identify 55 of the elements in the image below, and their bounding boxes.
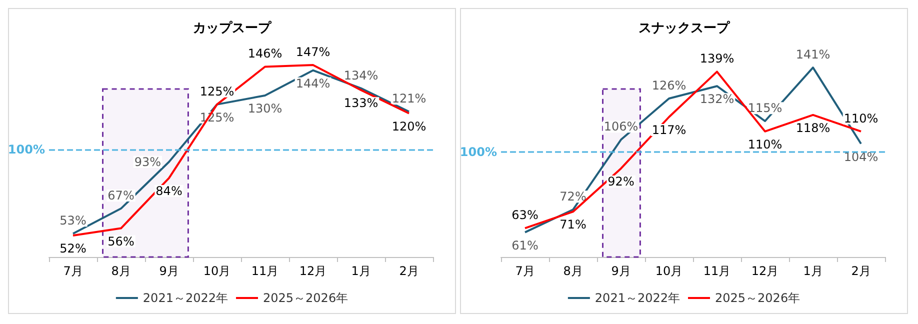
x-tick-label: 7月 bbox=[515, 264, 535, 278]
legend-label: 2021～2022年 bbox=[142, 291, 228, 305]
data-label: 92% bbox=[608, 174, 634, 188]
data-label: 93% bbox=[134, 154, 161, 169]
data-label: 71% bbox=[560, 218, 586, 232]
x-tick-label: 8月 bbox=[111, 264, 131, 278]
data-label: 106% bbox=[604, 120, 638, 134]
data-label: 110% bbox=[844, 111, 878, 126]
data-label: 53% bbox=[60, 214, 86, 228]
data-label: 147% bbox=[296, 44, 330, 59]
ref-line-label: 100% bbox=[460, 145, 497, 159]
data-label: 104% bbox=[844, 150, 878, 164]
data-label: 130% bbox=[248, 101, 282, 116]
x-tick-label: 12月 bbox=[751, 264, 779, 278]
data-label: 72% bbox=[560, 190, 586, 204]
x-tick-label: 12月 bbox=[299, 264, 327, 278]
data-label: 133% bbox=[344, 96, 378, 110]
x-tick-label: 10月 bbox=[203, 264, 231, 278]
x-tick-label: 11月 bbox=[703, 264, 731, 278]
chart-title: カップスープ bbox=[193, 20, 272, 36]
x-tick-label: 1月 bbox=[803, 264, 823, 278]
x-tick-label: 9月 bbox=[159, 264, 179, 278]
data-label: 67% bbox=[108, 188, 134, 203]
data-label: 52% bbox=[60, 241, 86, 256]
data-label: 141% bbox=[796, 48, 830, 62]
x-tick-label: 1月 bbox=[351, 264, 371, 278]
x-tick-label: 11月 bbox=[251, 264, 279, 278]
data-label: 134% bbox=[344, 68, 378, 82]
data-label: 120% bbox=[392, 119, 426, 134]
legend-label: 2025～2026年 bbox=[715, 291, 800, 305]
data-label: 144% bbox=[296, 76, 330, 90]
x-tick-label: 10月 bbox=[655, 264, 683, 278]
x-tick-label: 7月 bbox=[63, 264, 83, 278]
data-label: 56% bbox=[108, 234, 134, 248]
x-tick-label: 9月 bbox=[611, 264, 631, 278]
x-tick-label: 2月 bbox=[399, 264, 419, 278]
data-label: 132% bbox=[700, 92, 734, 106]
data-label: 110% bbox=[748, 137, 782, 152]
data-label: 117% bbox=[652, 123, 686, 137]
data-label: 63% bbox=[512, 208, 538, 222]
legend-label: 2025～2026年 bbox=[263, 291, 348, 305]
data-label: 125% bbox=[200, 84, 234, 98]
data-label: 146% bbox=[248, 46, 282, 61]
x-tick-label: 2月 bbox=[851, 264, 871, 278]
data-label: 84% bbox=[156, 184, 182, 198]
data-label: 115% bbox=[748, 101, 782, 116]
legend-label: 2021～2022年 bbox=[594, 291, 680, 305]
ref-line-label: 100% bbox=[8, 142, 45, 156]
data-label: 139% bbox=[700, 52, 734, 66]
chart-title: スナックスープ bbox=[638, 20, 730, 36]
data-label: 118% bbox=[796, 120, 830, 135]
data-label: 61% bbox=[512, 238, 538, 252]
data-label: 126% bbox=[652, 78, 686, 92]
x-tick-label: 8月 bbox=[563, 264, 583, 278]
data-label: 121% bbox=[392, 92, 426, 106]
